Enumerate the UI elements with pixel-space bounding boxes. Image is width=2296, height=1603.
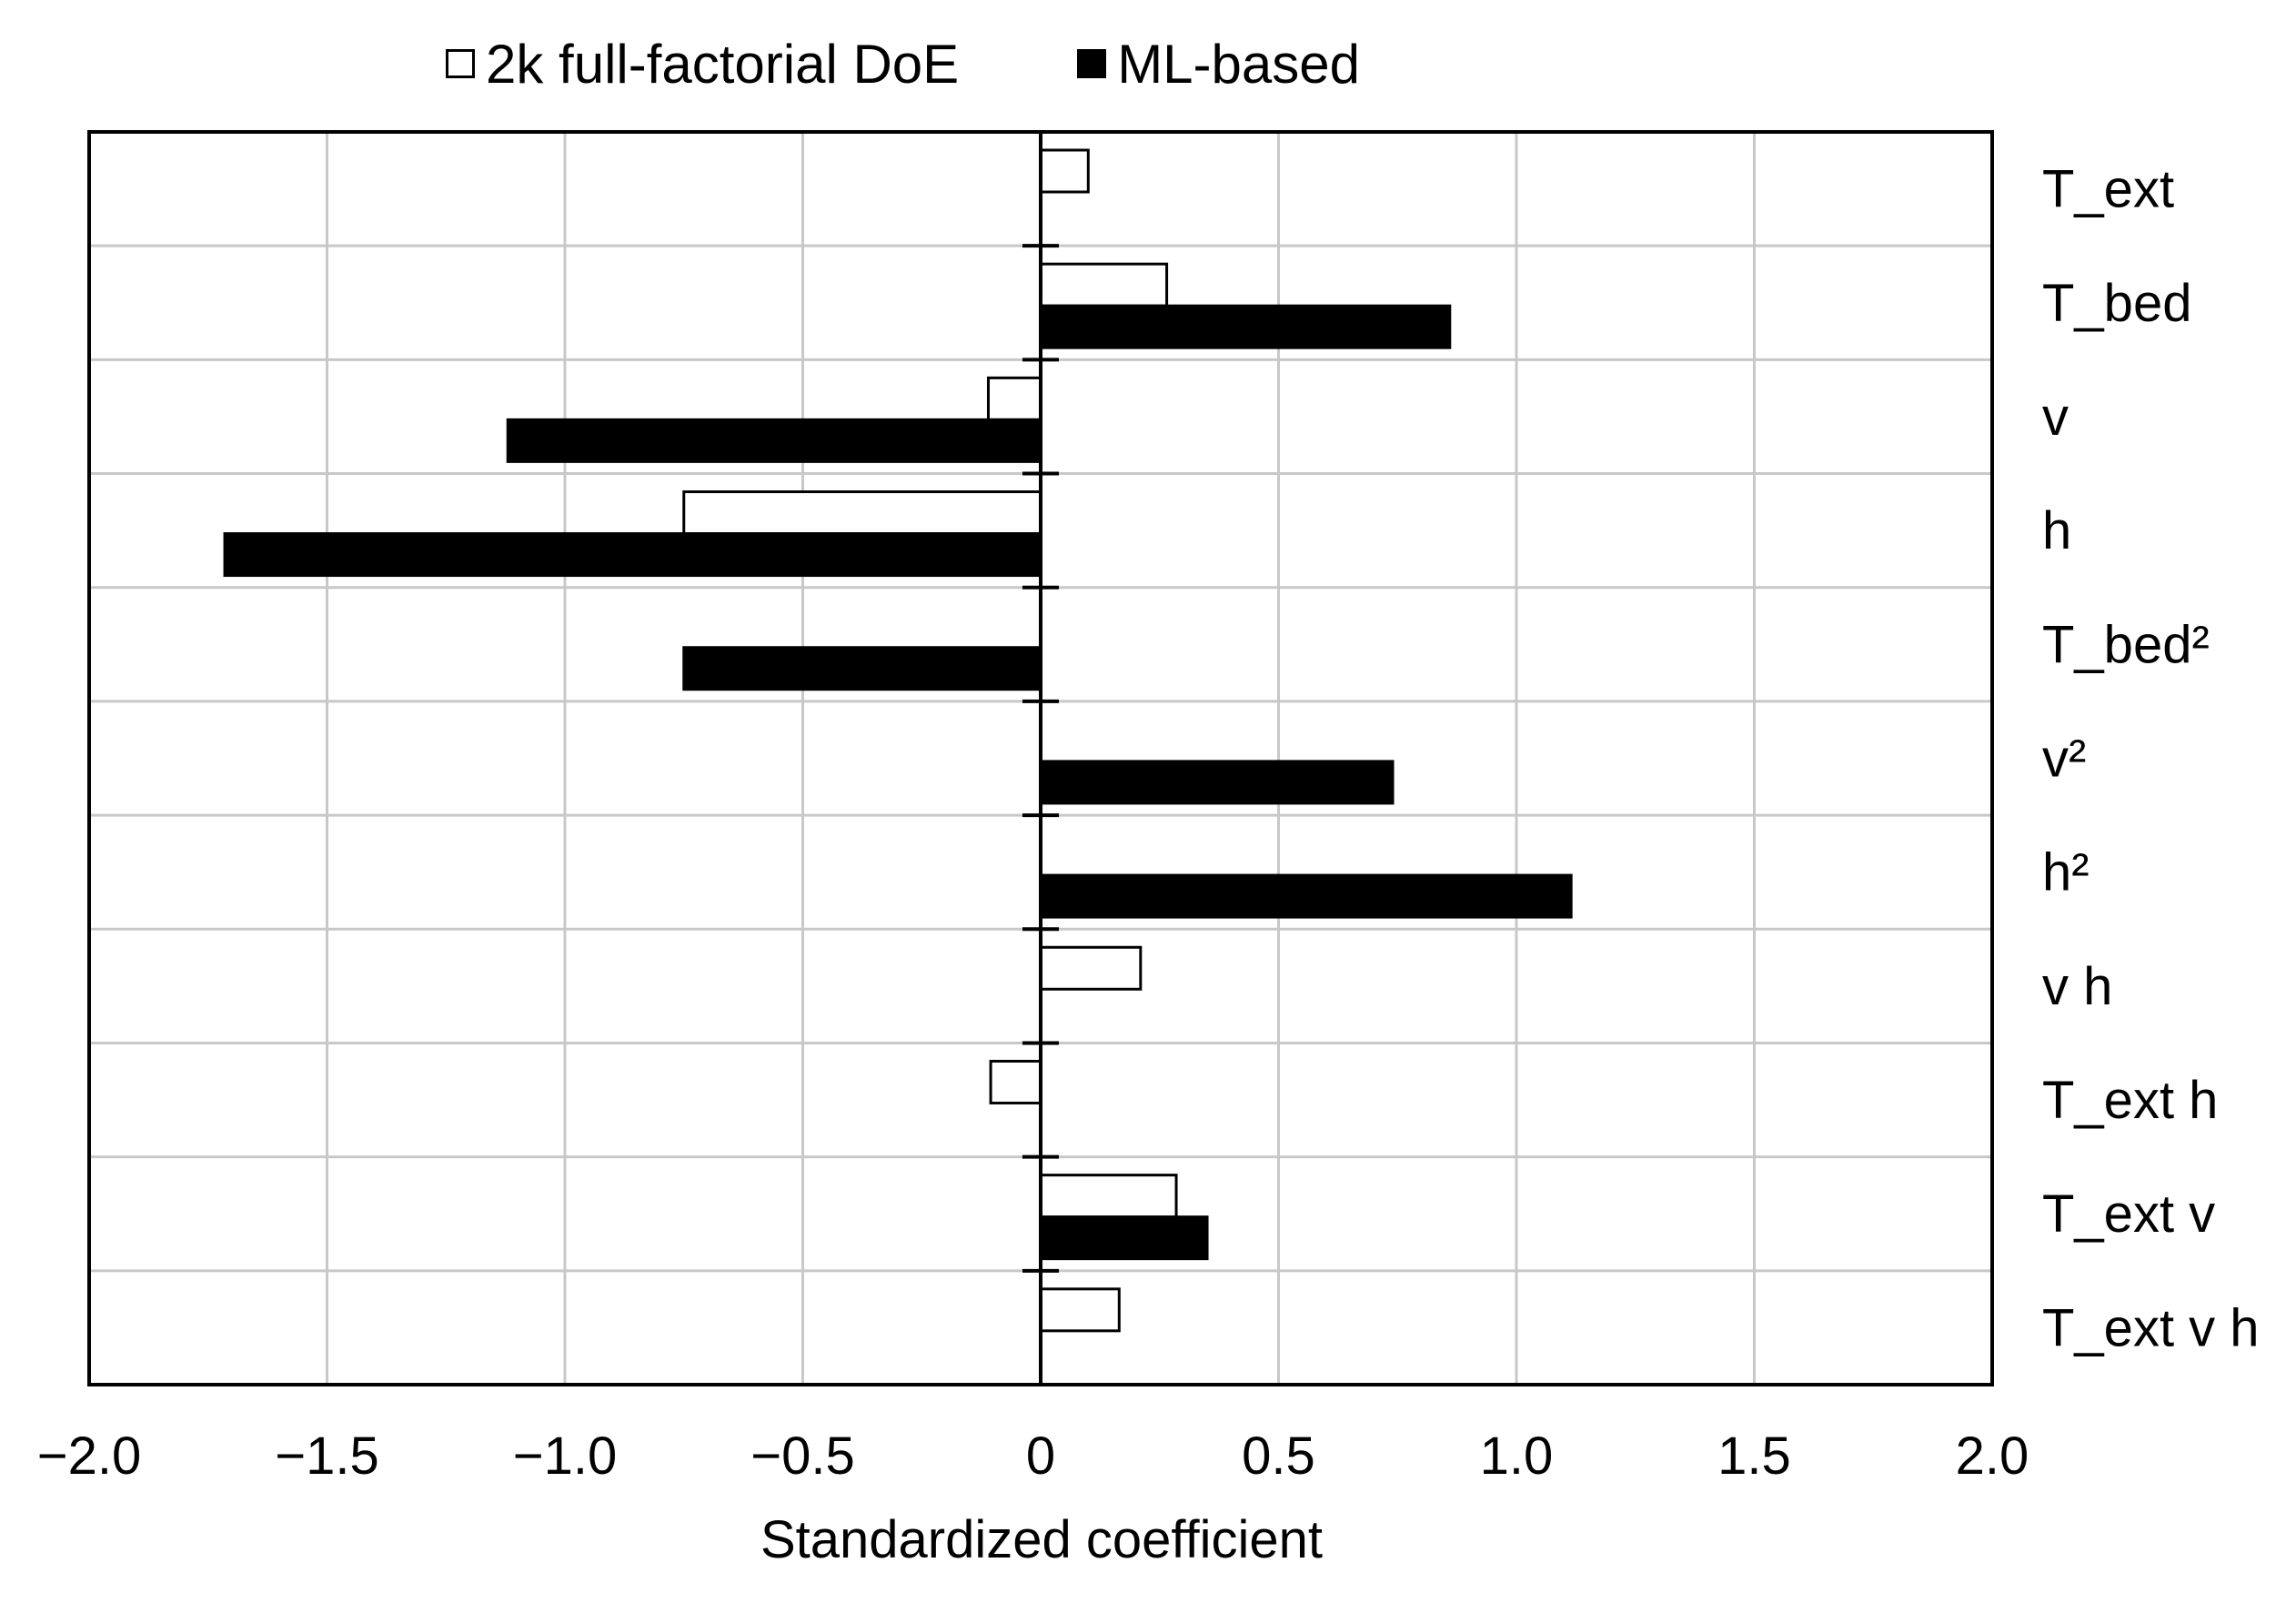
axes [87, 130, 1994, 1386]
bar-doe-1 [1039, 262, 1169, 307]
category-label-8: T_ext h [2042, 1071, 2218, 1130]
bar-ml-6 [1039, 873, 1573, 919]
bar-doe-7 [1039, 945, 1143, 991]
bars [223, 148, 1573, 1333]
legend-item-doe: 2k full-factorial DoE [446, 33, 959, 96]
labels: −2.0 −1.5 −1.0 −0.5 0 0.5 1.0 1.5 2.0 T_ext T_bedv… [37, 160, 2260, 1486]
x-tick-label-6: 1.0 [1480, 1427, 1554, 1486]
legend-swatch-ml [1077, 49, 1107, 78]
category-label-4: T_bed² [2042, 615, 2210, 674]
category-label-6: h² [2042, 843, 2090, 902]
bar-ml-5 [1039, 760, 1395, 805]
bar-doe-0 [1039, 148, 1090, 194]
bar-ml-9 [1039, 1215, 1209, 1261]
legend: 2k full-factorial DoE ML-based [446, 27, 1478, 100]
bar-ml-1 [1039, 304, 1452, 349]
x-axis-title: Standardized coefficient [760, 1510, 1323, 1569]
bar-ml-3 [223, 532, 1042, 578]
category-label-3: h [2042, 501, 2071, 560]
legend-label-ml: ML-based [1117, 33, 1361, 95]
bar-doe-10 [1039, 1287, 1121, 1333]
x-tick-label-2: −1.0 [513, 1427, 618, 1486]
bar-doe-3 [682, 490, 1042, 536]
x-tick-label-8: 2.0 [1956, 1427, 2029, 1486]
category-label-10: T_ext v h [2042, 1298, 2260, 1357]
category-label-7: v h [2042, 957, 2112, 1016]
category-label-1: T_bed [2042, 274, 2191, 333]
bar-ml-2 [506, 418, 1042, 463]
x-tick-label-5: 0.5 [1242, 1427, 1315, 1486]
category-label-2: v [2042, 388, 2069, 447]
legend-item-ml: ML-based [1077, 33, 1360, 96]
legend-swatch-doe [446, 49, 475, 78]
x-tick-label-3: −0.5 [750, 1427, 855, 1486]
bar-ml-4 [682, 646, 1042, 691]
bar-doe-8 [989, 1059, 1042, 1104]
x-tick-label-7: 1.5 [1717, 1427, 1791, 1486]
category-label-5: v² [2042, 730, 2086, 789]
bar-doe-9 [1039, 1174, 1178, 1219]
category-label-9: T_ext v [2042, 1185, 2215, 1244]
legend-label-doe: 2k full-factorial DoE [486, 33, 960, 95]
x-tick-label-1: −1.5 [275, 1427, 379, 1486]
x-tick-label-4: 0 [1026, 1427, 1055, 1486]
x-tick-label-0: −2.0 [37, 1427, 142, 1486]
bar-doe-2 [986, 376, 1042, 421]
category-label-0: T_ext [2042, 160, 2174, 219]
